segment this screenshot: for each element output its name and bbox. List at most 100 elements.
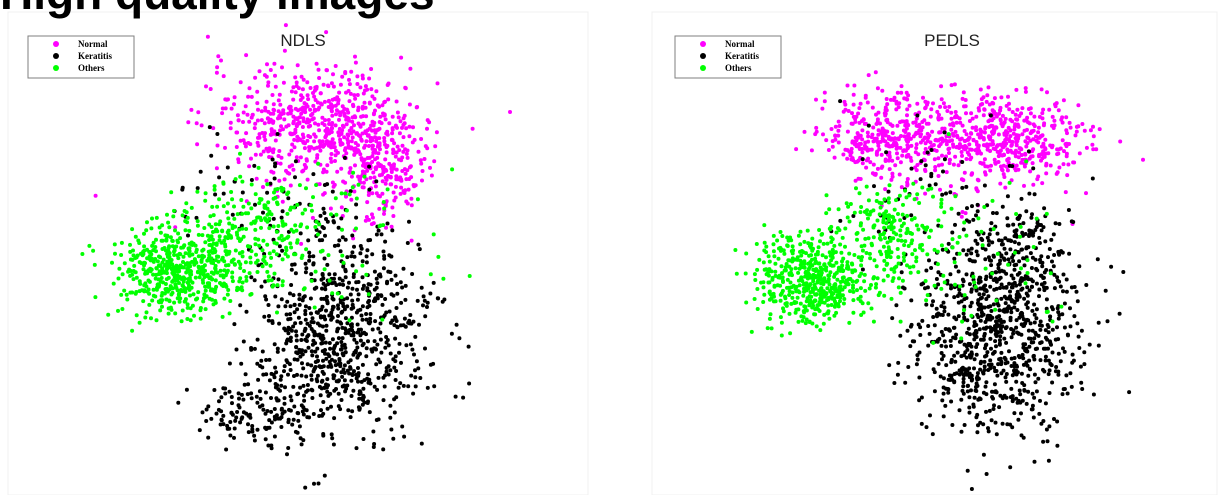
- scatter-point-keratitis: [359, 327, 363, 332]
- scatter-point-keratitis: [272, 434, 277, 439]
- scatter-point-normal: [348, 166, 353, 171]
- scatter-point-keratitis: [374, 179, 379, 184]
- scatter-point-others: [838, 280, 843, 284]
- scatter-point-keratitis: [200, 410, 205, 415]
- scatter-point-normal: [862, 143, 867, 148]
- scatter-point-others: [142, 244, 147, 249]
- scatter-point-normal: [876, 143, 881, 148]
- scatter-point-others: [131, 248, 135, 253]
- scatter-point-keratitis: [425, 385, 430, 390]
- scatter-point-keratitis: [352, 369, 356, 374]
- scatter-point-keratitis: [327, 313, 332, 318]
- scatter-point-keratitis: [961, 279, 966, 284]
- scatter-point-normal: [950, 121, 955, 126]
- scatter-point-keratitis: [336, 306, 341, 311]
- scatter-point-keratitis: [289, 267, 294, 272]
- scatter-point-keratitis: [343, 316, 348, 321]
- scatter-point-others: [150, 243, 155, 248]
- scatter-point-keratitis: [1047, 368, 1052, 373]
- scatter-point-normal: [353, 163, 357, 168]
- scatter-point-normal: [373, 167, 378, 172]
- scatter-point-others: [796, 319, 801, 324]
- scatter-point-keratitis: [321, 296, 326, 301]
- scatter-point-normal: [1014, 133, 1019, 138]
- scatter-point-normal: [860, 150, 865, 155]
- scatter-point-others: [289, 245, 294, 250]
- scatter-point-keratitis: [1018, 279, 1023, 284]
- scatter-point-keratitis: [285, 338, 289, 343]
- scatter-point-keratitis: [342, 370, 347, 375]
- scatter-point-normal: [294, 80, 299, 85]
- scatter-point-keratitis: [316, 358, 320, 363]
- scatter-point-keratitis: [1021, 356, 1026, 361]
- scatter-point-others: [825, 286, 830, 291]
- scatter-point-normal: [398, 191, 403, 196]
- scatter-point-normal: [355, 93, 360, 97]
- scatter-point-keratitis: [323, 233, 327, 238]
- scatter-point-normal: [905, 113, 909, 118]
- scatter-point-normal: [858, 101, 863, 106]
- scatter-point-normal: [899, 84, 904, 89]
- scatter-point-normal: [194, 121, 199, 126]
- scatter-point-others: [859, 313, 864, 317]
- scatter-point-keratitis: [1014, 325, 1019, 330]
- scatter-point-others: [789, 301, 794, 306]
- scatter-point-keratitis: [294, 329, 298, 334]
- scatter-point-keratitis: [331, 346, 336, 351]
- scatter-point-normal: [356, 105, 361, 110]
- scatter-point-keratitis: [892, 381, 897, 385]
- scatter-point-keratitis: [987, 232, 992, 237]
- scatter-point-others: [280, 283, 285, 288]
- scatter-point-keratitis: [966, 383, 970, 388]
- scatter-point-keratitis: [949, 373, 954, 378]
- scatter-point-keratitis: [1018, 312, 1023, 317]
- scatter-point-keratitis: [371, 429, 376, 434]
- scatter-point-normal: [826, 148, 831, 152]
- scatter-point-keratitis: [176, 400, 181, 405]
- scatter-point-keratitis: [310, 316, 315, 321]
- scatter-point-keratitis: [1027, 191, 1032, 196]
- scatter-point-normal: [1031, 122, 1036, 127]
- scatter-point-others: [829, 235, 834, 240]
- scatter-point-keratitis: [948, 344, 953, 348]
- scatter-point-normal: [957, 142, 962, 147]
- scatter-point-keratitis: [324, 308, 328, 313]
- scatter-point-others: [154, 266, 159, 271]
- scatter-point-keratitis: [294, 350, 299, 355]
- scatter-point-normal: [964, 132, 969, 137]
- scatter-point-keratitis: [1011, 331, 1016, 336]
- scatter-point-normal: [364, 114, 369, 119]
- scatter-point-normal: [1020, 157, 1025, 162]
- scatter-point-normal: [386, 97, 391, 102]
- scatter-point-others: [227, 221, 232, 226]
- scatter-point-others: [149, 226, 154, 231]
- scatter-point-keratitis: [221, 386, 226, 391]
- scatter-point-normal: [253, 121, 258, 126]
- scatter-point-keratitis: [982, 183, 987, 188]
- scatter-point-normal: [915, 163, 920, 167]
- scatter-point-normal: [853, 178, 858, 183]
- scatter-point-keratitis: [1105, 319, 1110, 324]
- scatter-point-normal: [394, 167, 399, 172]
- scatter-point-others: [240, 288, 245, 293]
- scatter-point-keratitis: [376, 228, 381, 233]
- scatter-point-keratitis: [378, 321, 383, 326]
- scatter-point-normal: [1057, 165, 1062, 170]
- scatter-point-keratitis: [920, 318, 925, 323]
- scatter-point-normal: [1014, 87, 1019, 92]
- scatter-point-others: [300, 211, 305, 216]
- scatter-point-others: [229, 190, 234, 194]
- scatter-point-keratitis: [1074, 289, 1079, 294]
- scatter-point-keratitis: [988, 227, 993, 232]
- scatter-point-normal: [1004, 129, 1008, 134]
- scatter-point-keratitis: [273, 164, 277, 169]
- scatter-point-others: [787, 289, 792, 294]
- scatter-point-others: [863, 288, 868, 293]
- scatter-point-keratitis: [1022, 263, 1027, 268]
- scatter-point-keratitis: [1014, 295, 1019, 300]
- scatter-point-keratitis: [967, 395, 972, 400]
- scatter-point-normal: [342, 112, 347, 117]
- scatter-point-normal: [337, 117, 341, 122]
- scatter-point-others: [283, 251, 288, 256]
- scatter-point-keratitis: [269, 409, 274, 414]
